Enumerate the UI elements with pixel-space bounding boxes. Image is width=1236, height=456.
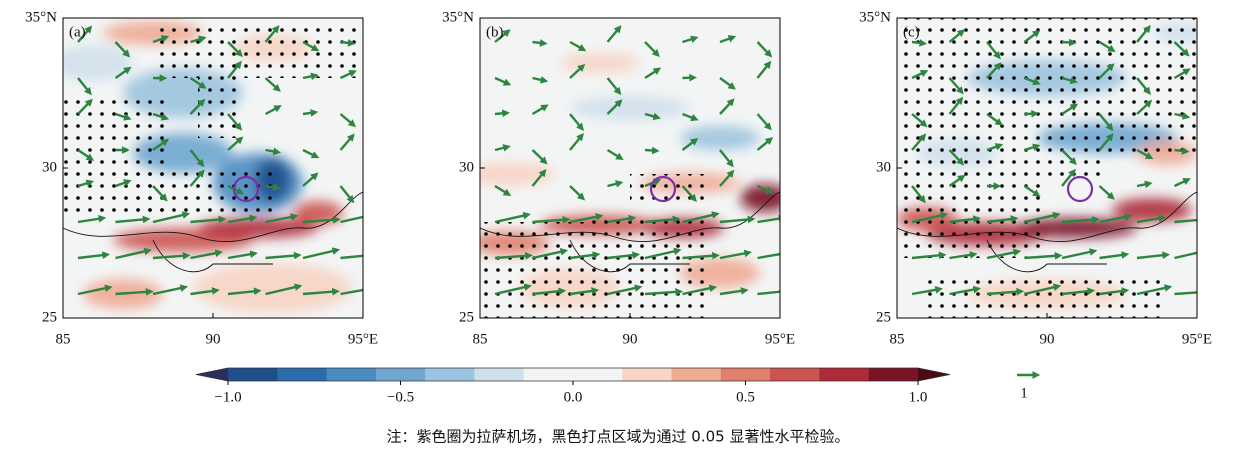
map-field (897, 18, 1212, 318)
colorbar-bin (376, 368, 426, 381)
colorbar-bin (573, 368, 623, 381)
x-tick-label: 90 (1040, 331, 1055, 347)
shading-blob (193, 263, 353, 313)
stippling (897, 18, 1197, 153)
x-tick-label: 85 (473, 331, 488, 347)
y-tick-label: 30 (876, 159, 891, 175)
wind-vector (1062, 42, 1071, 43)
stippling (198, 78, 243, 138)
x-tick-label: 95°E (1182, 331, 1212, 347)
stippling (927, 273, 1167, 318)
y-tick-label: 35°N (25, 9, 57, 25)
wind-vector (341, 42, 350, 43)
colorbar-bin (819, 368, 869, 381)
x-tick-label: 95°E (765, 331, 795, 347)
colorbar-bin (721, 368, 771, 381)
wind-vector (266, 186, 275, 188)
colorbar-bin (327, 368, 377, 381)
x-tick-label: 85 (890, 331, 905, 347)
wind-vector (266, 150, 275, 152)
map-panel: (c) 85 90 95°E 25 30 35°N (859, 9, 1212, 347)
y-tick-label: 30 (459, 159, 474, 175)
panel-label: (c) (903, 24, 920, 40)
map-field (53, 18, 371, 318)
map-field (465, 18, 790, 318)
wind-vector (645, 150, 654, 151)
shading-blob (570, 96, 690, 120)
colorbar-bin (869, 368, 919, 381)
colorbar-extend (196, 368, 228, 381)
colorbar-tick-label: 0.0 (564, 389, 583, 405)
colorbar-tick-label: −1.0 (214, 389, 241, 405)
colorbar-tick-label: 1.0 (909, 389, 928, 405)
shading-blob (53, 45, 133, 81)
stippling (480, 222, 585, 318)
wind-vector (495, 113, 504, 114)
x-tick-label: 90 (206, 331, 221, 347)
map-panel: (b) 85 90 95°E 25 30 35°N (442, 9, 795, 347)
colorbar-bin (425, 368, 475, 381)
y-tick-label: 25 (459, 309, 474, 325)
map-panel: (a) 85 90 95°E 25 30 35°N (25, 9, 378, 347)
note: 注：紫色圈为拉萨机场，黑色打点区域为通过 0.05 显著性水平检验。 (387, 428, 850, 446)
x-tick-label: 85 (56, 331, 71, 347)
shading-blob (560, 53, 640, 73)
y-tick-label: 25 (876, 309, 891, 325)
x-tick-label: 95°E (348, 331, 378, 347)
y-tick-label: 30 (42, 159, 57, 175)
shading-blob (680, 126, 760, 150)
y-tick-label: 35°N (442, 9, 474, 25)
x-tick-label: 90 (623, 331, 638, 347)
wind-vector (303, 113, 312, 114)
colorbar-bin (770, 368, 820, 381)
colorbar-bin (524, 368, 574, 381)
y-tick-label: 35°N (859, 9, 891, 25)
wind-vector (912, 42, 921, 43)
wind-vector (533, 42, 542, 43)
vector-key-label: 1 (1020, 385, 1028, 401)
colorbar-tick-label: 0.5 (736, 389, 755, 405)
colorbar-extend (918, 368, 950, 381)
stippling (153, 24, 363, 78)
panel-label: (b) (486, 24, 504, 40)
colorbar-bin (228, 368, 278, 381)
panel-label: (a) (69, 24, 86, 40)
y-tick-label: 25 (42, 309, 57, 325)
colorbar-bin (622, 368, 672, 381)
colorbar-tick-label: −0.5 (387, 389, 414, 405)
colorbar-bin (474, 368, 524, 381)
stippling (585, 213, 705, 318)
colorbar-bin (277, 368, 327, 381)
wind-vector (1175, 150, 1184, 151)
colorbar-bin (672, 368, 722, 381)
stippling (897, 153, 1047, 258)
